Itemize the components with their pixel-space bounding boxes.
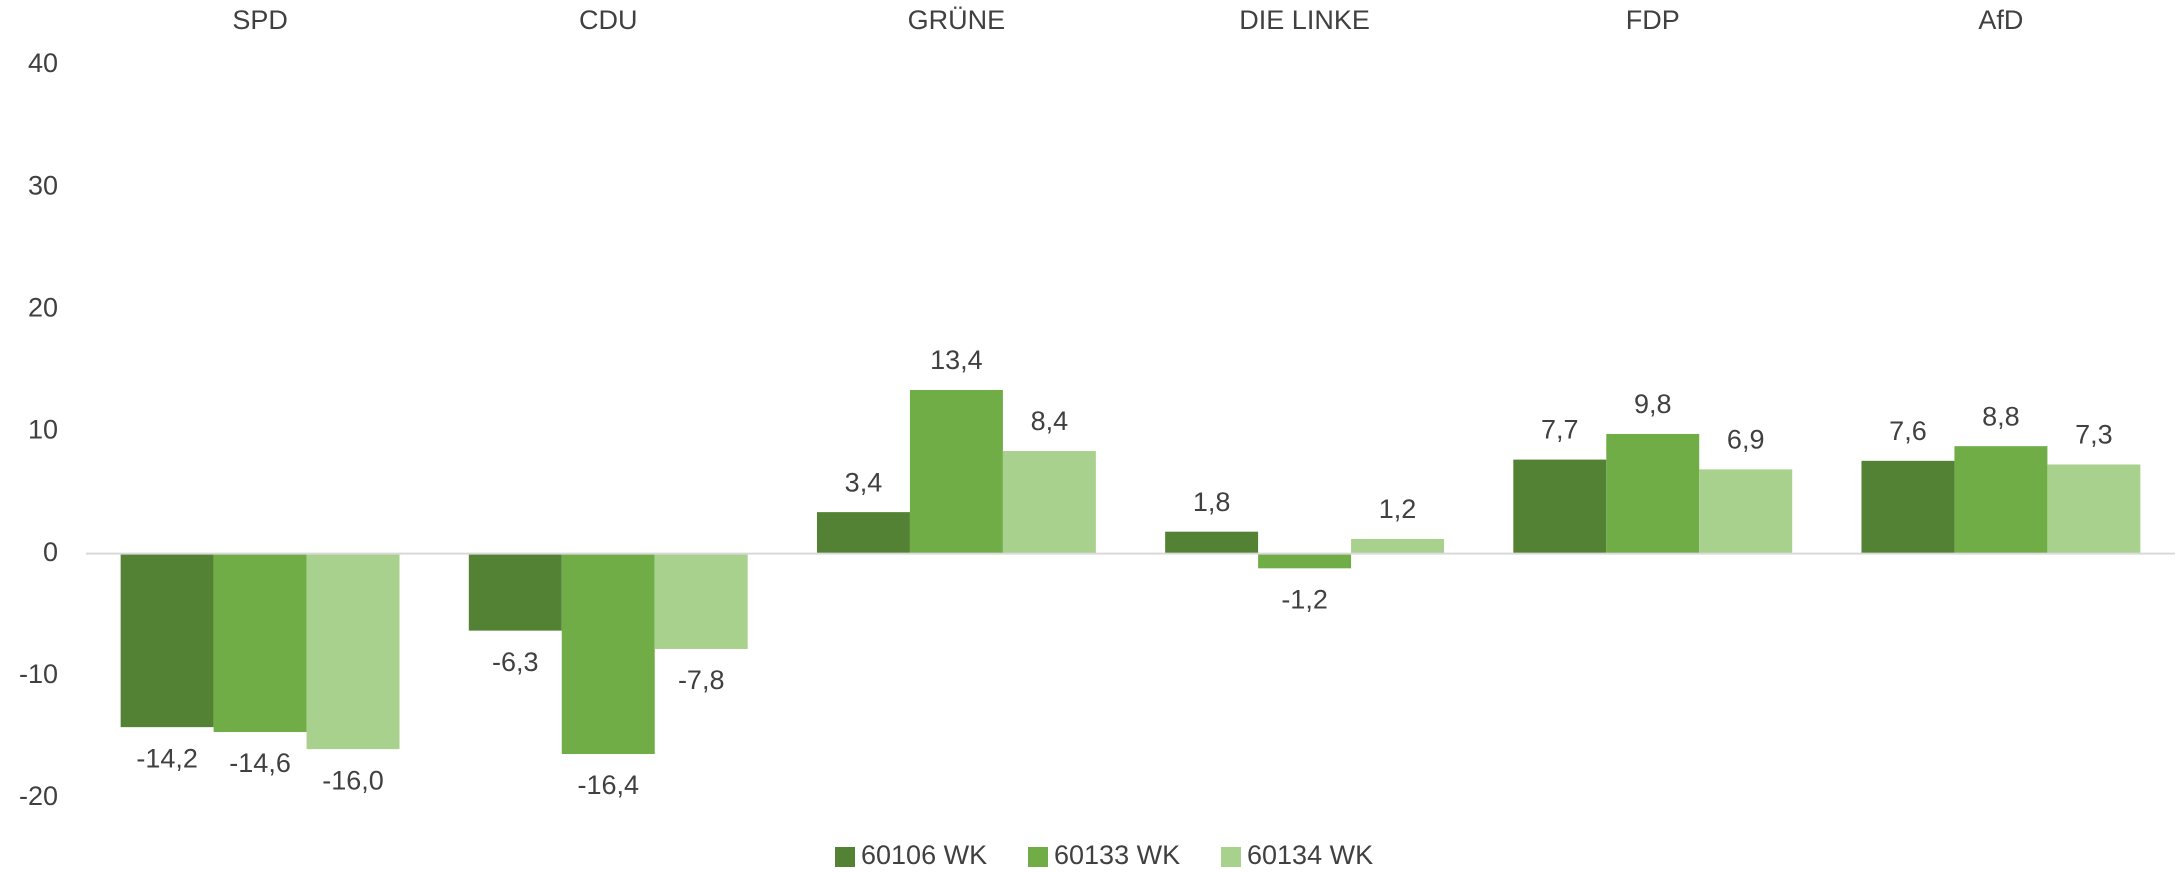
bar <box>1606 433 1700 554</box>
data-label: 8,4 <box>1031 406 1069 436</box>
bar <box>909 389 1003 554</box>
data-label: -1,2 <box>1281 584 1328 614</box>
bar <box>1351 539 1445 554</box>
bar <box>306 553 400 750</box>
bar <box>561 553 655 755</box>
data-label: 9,8 <box>1634 389 1672 419</box>
bar <box>1258 553 1352 569</box>
y-tick-label: -10 <box>19 659 58 689</box>
y-tick-label: 20 <box>28 292 58 322</box>
legend-label: 60106 WK <box>861 840 987 870</box>
bar <box>816 512 910 554</box>
data-label: -7,8 <box>678 665 725 695</box>
data-label: -6,3 <box>492 647 539 677</box>
bar <box>1165 531 1259 554</box>
bar <box>654 553 748 649</box>
y-tick-label: 30 <box>28 170 58 200</box>
data-label: -14,2 <box>136 743 198 773</box>
bar <box>1954 446 2048 554</box>
bar <box>1513 459 1607 554</box>
data-label: 7,7 <box>1541 415 1579 445</box>
y-tick-label: 0 <box>43 537 58 567</box>
legend-swatch <box>835 847 855 867</box>
data-label: 7,3 <box>2075 420 2113 450</box>
data-label: 13,4 <box>930 345 983 375</box>
data-label: 3,4 <box>845 467 883 497</box>
data-label: -14,6 <box>229 748 291 778</box>
y-tick-label: 40 <box>28 48 58 78</box>
legend-swatch <box>1221 847 1241 867</box>
category-label: GRÜNE <box>908 5 1006 35</box>
legend-swatch <box>1028 847 1048 867</box>
category-label: FDP <box>1626 5 1680 35</box>
bar <box>1861 460 1955 554</box>
data-label: 1,8 <box>1193 487 1231 517</box>
category-label: CDU <box>579 5 638 35</box>
data-label: 6,9 <box>1727 424 1765 454</box>
bar <box>1002 451 1096 554</box>
bar <box>120 553 214 728</box>
y-tick-label: 10 <box>28 415 58 445</box>
category-label: AfD <box>1978 5 2023 35</box>
data-label: 8,8 <box>1982 401 2020 431</box>
bar <box>1699 469 1793 554</box>
data-label: -16,0 <box>322 765 384 795</box>
y-tick-label: -20 <box>19 781 58 811</box>
legend-label: 60134 WK <box>1247 840 1373 870</box>
bar <box>468 553 562 631</box>
category-label: SPD <box>232 5 288 35</box>
legend-label: 60133 WK <box>1054 840 1180 870</box>
bar <box>2047 464 2141 554</box>
category-label: DIE LINKE <box>1239 5 1370 35</box>
bar <box>213 553 307 733</box>
data-label: 7,6 <box>1889 416 1927 446</box>
data-label: -16,4 <box>577 770 639 800</box>
data-label: 1,2 <box>1379 494 1417 524</box>
